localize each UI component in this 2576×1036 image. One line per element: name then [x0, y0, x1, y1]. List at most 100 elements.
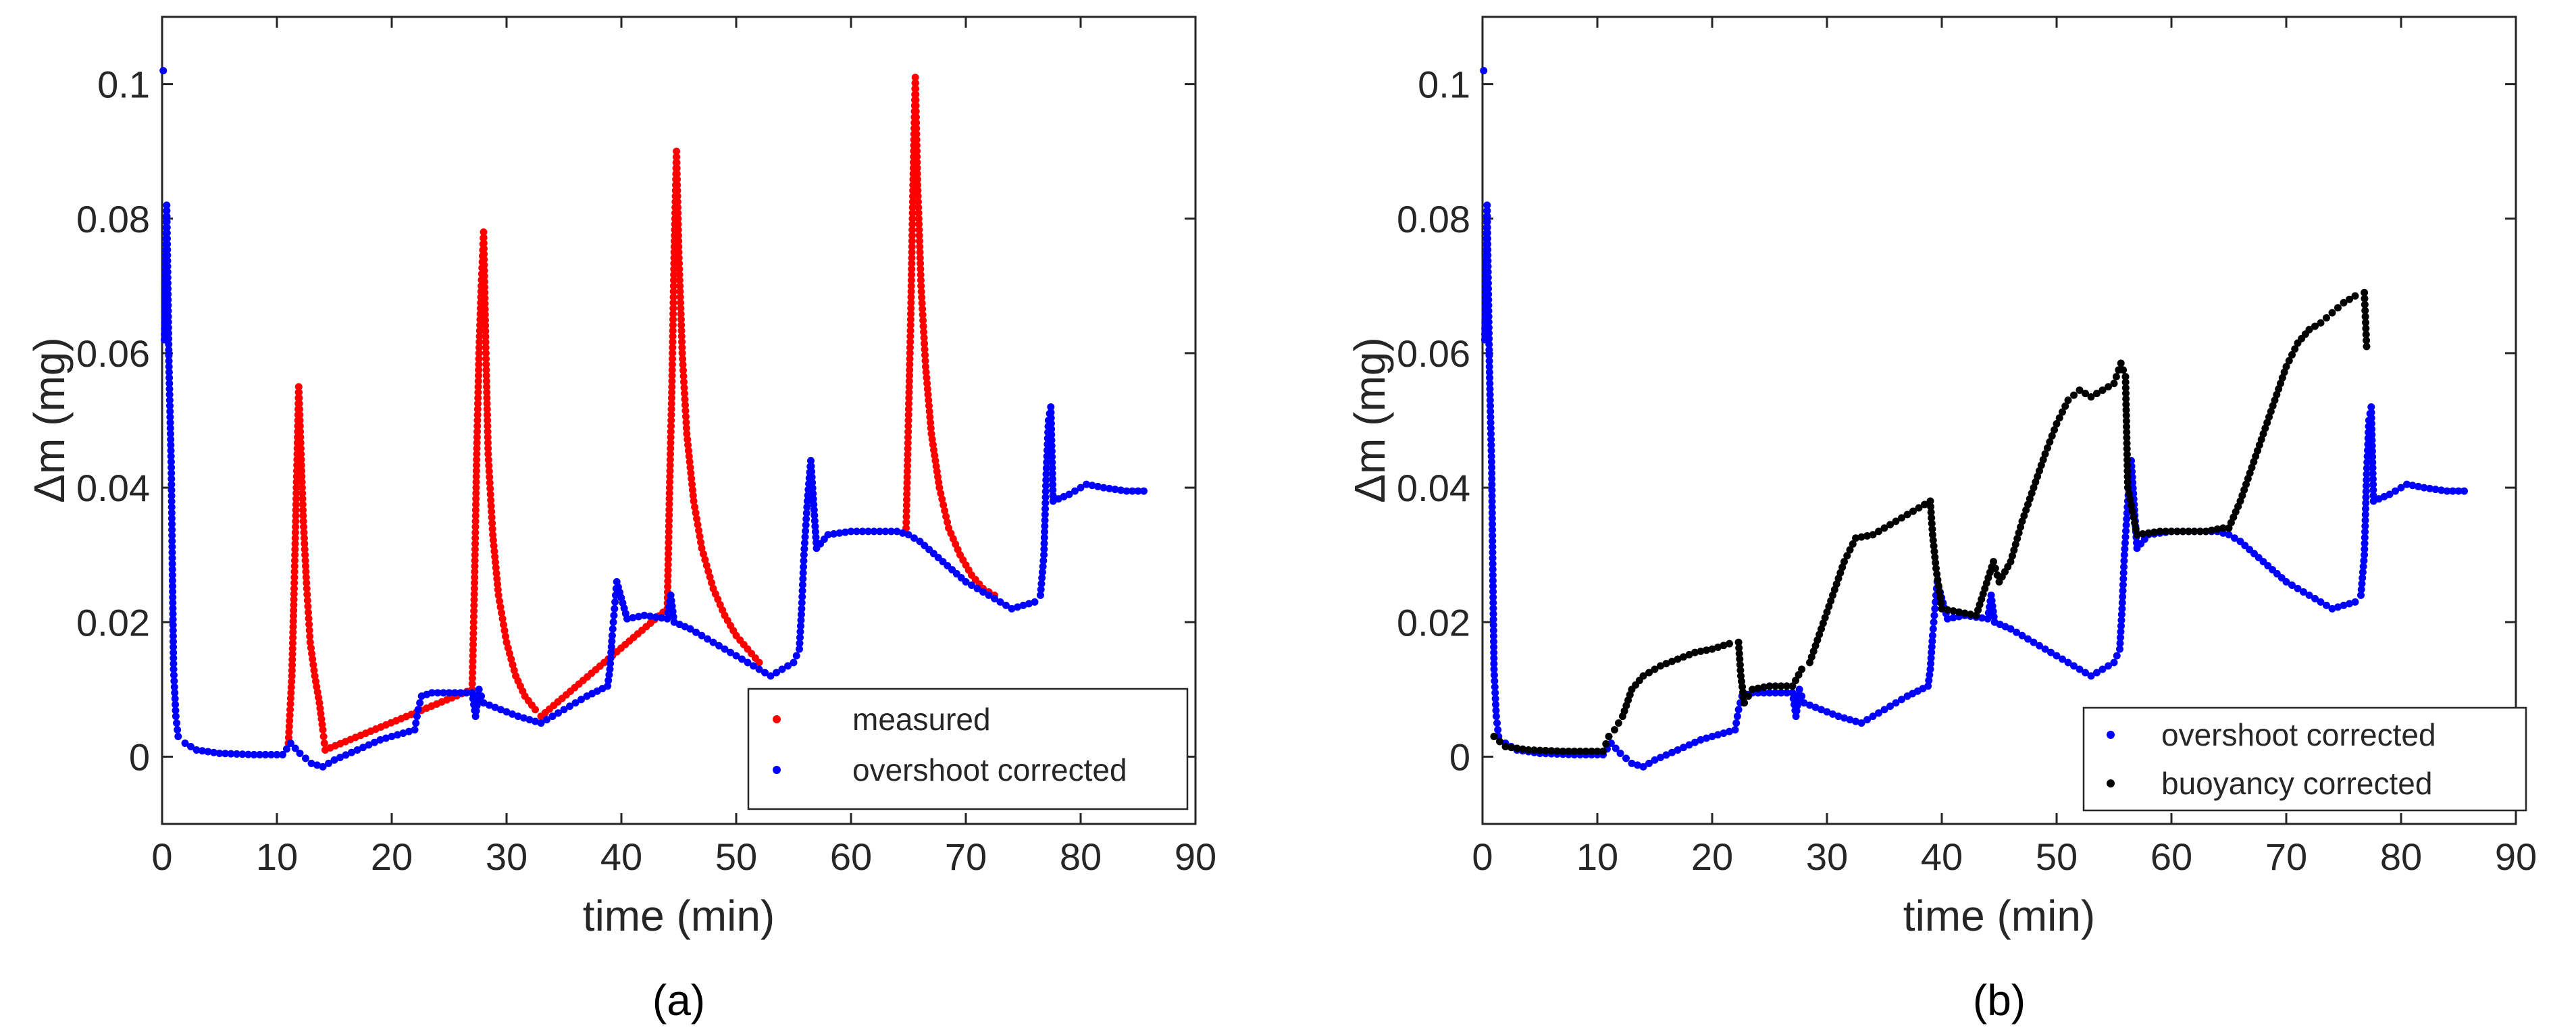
data-point-measured	[669, 282, 677, 290]
data-point-overshoot-corrected	[1680, 744, 1687, 752]
data-point-overshoot-corrected	[2116, 640, 2124, 648]
data-point-measured	[473, 461, 481, 469]
data-point-measured	[475, 349, 483, 357]
data-point-overshoot-corrected	[227, 750, 235, 758]
data-point-measured	[684, 446, 692, 455]
data-point-overshoot-corrected	[164, 318, 172, 326]
data-point-measured	[920, 334, 928, 342]
data-point-measured	[468, 680, 476, 688]
data-point-overshoot-corrected	[1042, 470, 1050, 478]
data-point-overshoot-corrected	[520, 714, 527, 722]
data-point-buoyancy-corrected	[2259, 430, 2267, 438]
data-point-measured	[917, 276, 925, 284]
data-point-measured	[298, 467, 306, 475]
data-point-measured	[668, 377, 676, 385]
data-point-measured	[668, 383, 676, 391]
data-point-measured	[494, 586, 502, 594]
data-point-measured	[292, 506, 300, 514]
data-point-buoyancy-corrected	[1754, 684, 1762, 692]
data-point-overshoot-corrected	[1657, 754, 1664, 762]
data-point-overshoot-corrected	[773, 669, 780, 677]
data-point-overshoot-corrected	[2120, 551, 2128, 559]
data-point-overshoot-corrected	[1639, 762, 1647, 771]
data-point-buoyancy-corrected	[2122, 406, 2130, 414]
data-point-buoyancy-corrected	[2185, 527, 2192, 536]
data-point-overshoot-corrected	[606, 665, 614, 673]
data-point-buoyancy-corrected	[1825, 602, 1833, 611]
data-point-overshoot-corrected	[1485, 340, 1493, 348]
data-point-overshoot-corrected	[2118, 604, 2126, 613]
data-point-overshoot-corrected	[808, 473, 816, 482]
data-point-buoyancy-corrected	[2311, 322, 2319, 330]
data-point-measured	[681, 407, 690, 415]
data-point-measured	[666, 467, 674, 475]
data-point-measured	[300, 528, 308, 536]
data-point-measured	[924, 390, 932, 398]
data-point-overshoot-corrected	[164, 313, 172, 321]
data-point-overshoot-corrected	[2105, 662, 2112, 670]
data-point-measured	[702, 561, 711, 569]
data-point-overshoot-corrected	[1487, 413, 1495, 421]
data-point-overshoot-corrected	[1490, 671, 1498, 679]
data-point-overshoot-corrected	[2119, 575, 2128, 583]
data-point-measured	[292, 489, 301, 497]
data-point-measured	[935, 484, 944, 492]
data-point-measured	[665, 527, 673, 536]
data-point-overshoot-corrected	[799, 569, 807, 577]
data-point-buoyancy-corrected	[2048, 432, 2056, 440]
data-point-measured	[907, 276, 915, 284]
data-point-measured	[288, 639, 297, 647]
data-point-overshoot-corrected	[1485, 346, 1493, 354]
data-point-measured	[287, 683, 295, 692]
data-point-buoyancy-corrected	[2098, 386, 2107, 394]
data-point-overshoot-corrected	[1047, 409, 1055, 417]
data-point-overshoot-corrected	[2361, 522, 2369, 530]
data-point-overshoot-corrected	[646, 613, 654, 621]
data-point-measured	[289, 628, 297, 636]
data-point-overshoot-corrected	[1485, 290, 1493, 299]
data-point-buoyancy-corrected	[2105, 383, 2112, 391]
data-point-overshoot-corrected	[1834, 713, 1843, 721]
data-point-measured	[302, 562, 309, 570]
data-point-overshoot-corrected	[165, 380, 174, 388]
data-point-measured	[681, 395, 689, 403]
data-point-buoyancy-corrected	[1593, 747, 1601, 755]
data-point-buoyancy-corrected	[2122, 411, 2130, 419]
data-point-measured	[927, 424, 935, 432]
data-point-measured	[482, 321, 490, 330]
data-point-measured	[468, 674, 476, 682]
data-point-overshoot-corrected	[881, 527, 890, 536]
data-point-overshoot-corrected	[428, 689, 436, 697]
data-point-measured	[701, 556, 709, 564]
data-point-buoyancy-corrected	[1736, 667, 1745, 675]
data-point-buoyancy-corrected	[2173, 527, 2181, 536]
data-point-overshoot-corrected	[610, 611, 618, 619]
data-point-overshoot-corrected	[608, 631, 616, 640]
data-point-overshoot-corrected	[803, 497, 811, 505]
data-point-measured	[941, 507, 949, 515]
data-point-measured	[677, 299, 685, 307]
data-point-overshoot-corrected	[1927, 660, 1935, 668]
data-point-overshoot-corrected	[256, 750, 263, 758]
data-point-measured	[485, 467, 493, 475]
data-point-measured	[288, 661, 297, 669]
data-point-measured	[674, 226, 682, 234]
data-point-overshoot-corrected	[163, 207, 171, 215]
data-point-measured	[667, 417, 675, 424]
data-point-measured	[483, 411, 491, 419]
data-point-buoyancy-corrected	[1935, 588, 1943, 596]
data-point-overshoot-corrected	[1117, 486, 1125, 494]
data-point-overshoot-corrected	[1488, 498, 1496, 506]
data-point-measured	[918, 299, 926, 307]
data-point-overshoot-corrected	[1483, 224, 1491, 232]
data-point-overshoot-corrected	[1726, 727, 1733, 735]
x-tick-label: 80	[1060, 835, 1102, 878]
data-point-overshoot-corrected	[1488, 509, 1496, 517]
data-point-overshoot-corrected	[165, 390, 174, 398]
data-point-measured	[908, 242, 916, 251]
data-point-overshoot-corrected	[168, 509, 176, 517]
data-point-measured	[288, 656, 297, 664]
data-point-buoyancy-corrected	[1708, 645, 1716, 653]
data-point-overshoot-corrected	[169, 621, 177, 629]
data-point-overshoot-corrected	[1489, 610, 1497, 618]
